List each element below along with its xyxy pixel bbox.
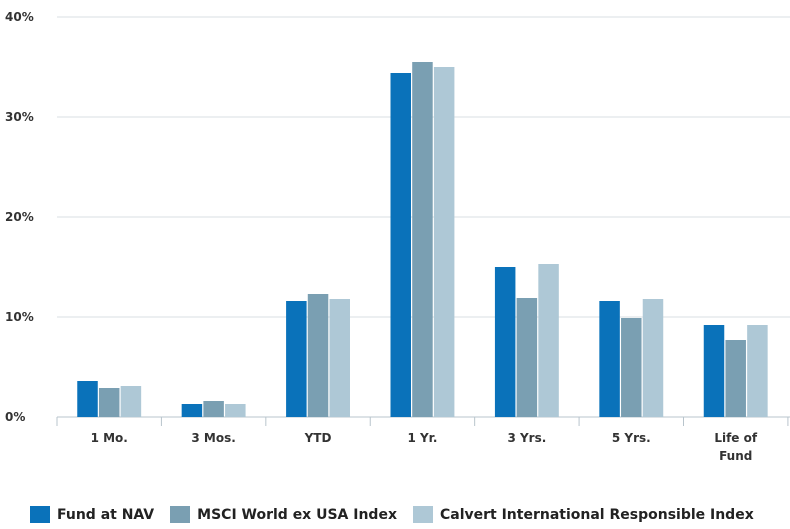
bar (642, 299, 664, 417)
bar (329, 299, 350, 417)
x-category-label: Life of Fund (714, 431, 758, 463)
x-category-label: 1 Yr. (407, 431, 437, 445)
bar (120, 386, 142, 417)
bar (412, 62, 433, 417)
bar (538, 264, 559, 417)
bar (225, 404, 246, 417)
bar (307, 294, 329, 417)
bar (516, 298, 538, 417)
x-category-label: 3 Mos. (191, 431, 235, 445)
x-category-label: 1 Mo. (91, 431, 128, 445)
bar (433, 67, 455, 417)
bar (703, 325, 725, 417)
bar (286, 301, 307, 417)
bar (621, 318, 642, 417)
legend-label: Fund at NAV (57, 506, 155, 523)
x-category-label: 5 Yrs. (612, 431, 651, 445)
legend-label: Calvert International Responsible Index (439, 506, 754, 523)
bars (77, 62, 768, 417)
bar (203, 401, 224, 417)
bar (599, 301, 620, 417)
x-category-label: 3 Yrs. (507, 431, 546, 445)
legend-item: Fund at NAV (30, 506, 154, 523)
bar (98, 388, 120, 417)
x-category-label: YTD (304, 431, 332, 445)
legend-label: MSCI World ex USA Index (197, 506, 397, 523)
bar (390, 73, 412, 417)
y-tick-label: 0% (5, 410, 25, 424)
bar-chart: 0% 10% 20% 30% 40% 1 Mo. 3 Mos. YTD 1 Yr. 3 Yrs.… (5, 10, 790, 463)
y-tick-label: 40% (5, 10, 34, 24)
bar (725, 340, 746, 417)
y-tick-label: 20% (5, 210, 34, 224)
bar (494, 267, 516, 417)
legend-item: Calvert International Responsible Index (412, 506, 754, 523)
legend: Fund at NAV MSCI World ex USA Index Calver… (30, 506, 770, 523)
y-tick-label: 10% (5, 310, 34, 324)
y-axis-ticks: 0% 10% 20% 30% 40% (5, 10, 34, 424)
bar (77, 381, 98, 417)
x-axis: 1 Mo. 3 Mos. YTD 1 Yr. 3 Yrs. 5 Yrs. Life of Fu… (56, 417, 789, 463)
y-tick-label: 30% (5, 110, 34, 124)
legend-swatch (30, 506, 50, 523)
legend-swatch (412, 506, 433, 523)
legend-item: MSCI World ex USA Index (170, 506, 397, 523)
bar (747, 325, 768, 417)
legend-swatch (170, 506, 191, 523)
bar (181, 404, 203, 417)
